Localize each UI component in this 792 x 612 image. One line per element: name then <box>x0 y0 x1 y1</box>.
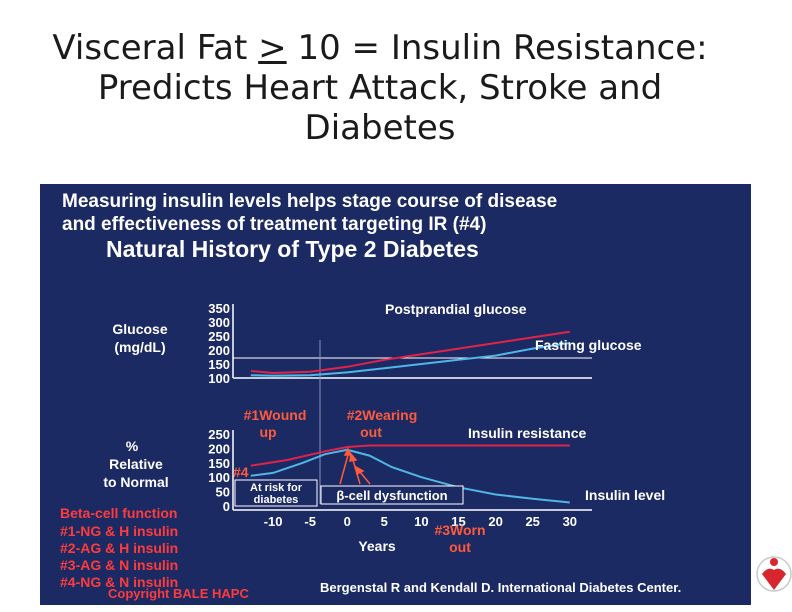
insulin-y-ticks: 250 200 150 100 50 0 <box>208 427 230 514</box>
title-greater-equal: > <box>258 28 287 68</box>
insulin-resistance-line <box>250 444 570 467</box>
glucose-tick-label: 100 <box>208 371 230 386</box>
panel-header-line2: and effectiveness of treatment targeting… <box>62 214 486 235</box>
glucose-y-ticks: 350 300 250 200 150 100 <box>208 301 230 386</box>
dysfunction-arrows <box>339 447 371 485</box>
stage2-label-line2: out <box>360 424 382 440</box>
chart-svg: Measuring insulin levels helps stage cou… <box>60 191 681 601</box>
at-risk-label-line1: At risk for <box>250 482 303 494</box>
postprandial-glucose-line <box>250 330 570 375</box>
legend-heading: Beta-cell function <box>60 505 177 521</box>
stage2-label-line1: #2Wearing <box>347 407 418 423</box>
glucose-ylabel-line1: Glucose <box>112 321 167 337</box>
arrowhead <box>349 452 358 462</box>
x-tick-label: 10 <box>414 514 428 529</box>
stage4-label: #4 <box>233 464 249 480</box>
at-risk-box <box>234 479 318 507</box>
glucose-tick-label: 350 <box>208 301 230 316</box>
insulin-ylabel-line2: Relative <box>109 456 163 472</box>
chart-title: Natural History of Type 2 Diabetes <box>106 236 479 262</box>
insulin-resistance-label: Insulin resistance <box>468 425 586 441</box>
logo-head <box>770 558 778 566</box>
glucose-tick-label: 200 <box>208 343 230 358</box>
x-tick-label: -10 <box>264 514 283 529</box>
arrow <box>359 471 371 485</box>
copyright-text: Copyright BALE HAPC <box>108 586 249 601</box>
chart-panel: Measuring insulin levels helps stage cou… <box>40 184 751 605</box>
dysfunction-label: β-cell dysfunction <box>336 488 447 503</box>
slide-title-line2: Predicts Heart Attack, Stroke and <box>97 68 663 108</box>
x-tick-label: -5 <box>304 514 316 529</box>
slide-title: Visceral Fat > 10 = Insulin Resistance: … <box>20 28 740 148</box>
legend-item: #4-NG & N insulin <box>60 574 178 590</box>
slide-title-line1: Visceral Fat > 10 = Insulin Resistance: <box>20 28 740 68</box>
insulin-tick-label: 50 <box>216 485 230 500</box>
insulin-tick-label: 200 <box>208 441 230 456</box>
insulin-ylabel-line3: to Normal <box>103 474 168 490</box>
legend-item: #1-NG & H insulin <box>60 523 178 539</box>
legend-item: #3-AG & N insulin <box>60 557 178 573</box>
x-tick-label: 5 <box>381 514 388 529</box>
insulin-tick-label: 150 <box>208 456 230 471</box>
fasting-glucose-line <box>250 342 570 377</box>
arrowhead <box>343 447 353 456</box>
x-tick-label: 0 <box>344 514 351 529</box>
stage3-label-line1: #3Worn <box>434 522 485 538</box>
glucose-ylabel-line2: (mg/dL) <box>114 339 165 355</box>
stage1-label-line1: #1Wound <box>244 407 307 423</box>
glucose-tick-label: 300 <box>208 315 230 330</box>
insulin-ylabel-line1: % <box>126 438 139 454</box>
x-tick-label: 30 <box>563 514 577 529</box>
insulin-tick-label: 100 <box>208 470 230 485</box>
insulin-tick-label: 0 <box>223 499 230 514</box>
legend-item: #2-AG & H insulin <box>60 540 178 556</box>
x-tick-label: 20 <box>488 514 502 529</box>
postprandial-glucose-label: Postprandial glucose <box>385 301 527 317</box>
x-tick-label: 15 <box>451 514 465 529</box>
arrow <box>339 454 349 485</box>
stage3-label-line2: out <box>449 539 471 555</box>
insulin-level-line <box>250 448 570 504</box>
fasting-glucose-label: Fasting glucose <box>535 337 642 353</box>
at-risk-label-line2: diabetes <box>254 494 299 506</box>
x-tick-label: 25 <box>525 514 539 529</box>
x-ticks: -10 -5 0 5 10 15 20 25 30 <box>264 514 577 529</box>
logo-ring <box>756 556 792 592</box>
panel-header-line1: Measuring insulin levels helps stage cou… <box>62 191 557 212</box>
x-axis-label: Years <box>358 538 396 554</box>
beta-cell-legend: Beta-cell function #1-NG & H insulin #2-… <box>60 505 178 590</box>
heart-person-logo-icon <box>756 556 792 592</box>
glucose-tick-label: 150 <box>208 357 230 372</box>
dysfunction-box <box>320 485 464 505</box>
glucose-tick-label: 250 <box>208 329 230 344</box>
slide-title-line3: Diabetes <box>304 108 456 148</box>
logo-heart <box>762 568 786 590</box>
stage1-label-line2: up <box>259 424 276 440</box>
insulin-tick-label: 250 <box>208 427 230 442</box>
arrowhead <box>355 465 365 476</box>
insulin-level-label: Insulin level <box>585 487 665 503</box>
title-part2: 10 = Insulin Resistance: <box>286 28 708 68</box>
title-part1: Visceral Fat <box>52 28 259 68</box>
credit-text: Bergenstal R and Kendall D. Internationa… <box>320 580 681 595</box>
